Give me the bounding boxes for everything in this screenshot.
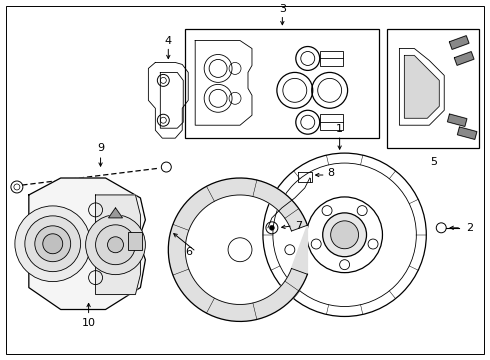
Polygon shape [458, 127, 477, 139]
Circle shape [322, 206, 332, 216]
Circle shape [331, 221, 359, 249]
Text: 10: 10 [82, 319, 96, 328]
Text: 8: 8 [328, 168, 335, 178]
Text: 9: 9 [97, 143, 104, 153]
Circle shape [368, 239, 378, 249]
Circle shape [357, 206, 367, 216]
Bar [185, 28, 379, 138]
Text: 4: 4 [165, 36, 172, 46]
Text: 3: 3 [279, 4, 286, 14]
Circle shape [311, 239, 321, 249]
Circle shape [340, 260, 349, 270]
Circle shape [323, 213, 367, 257]
Circle shape [270, 225, 274, 230]
Bar [128, 232, 143, 250]
Polygon shape [449, 36, 469, 49]
Polygon shape [29, 178, 146, 310]
Polygon shape [454, 52, 474, 65]
Circle shape [96, 225, 135, 265]
Circle shape [35, 226, 71, 262]
Polygon shape [169, 178, 307, 321]
Circle shape [107, 237, 123, 253]
Circle shape [15, 206, 91, 282]
Circle shape [86, 215, 146, 275]
Text: 7: 7 [295, 221, 302, 231]
Text: 2: 2 [466, 223, 473, 233]
Text: 5: 5 [430, 157, 437, 167]
Polygon shape [96, 195, 141, 294]
Bar [319, 114, 343, 130]
Circle shape [25, 216, 81, 272]
Circle shape [43, 234, 63, 254]
Text: 1: 1 [336, 124, 343, 134]
Polygon shape [108, 208, 122, 218]
Circle shape [228, 238, 252, 262]
Text: 6: 6 [185, 247, 192, 257]
Polygon shape [447, 114, 467, 126]
Polygon shape [404, 55, 439, 118]
Bar [388, 28, 479, 148]
Bar [319, 50, 343, 67]
